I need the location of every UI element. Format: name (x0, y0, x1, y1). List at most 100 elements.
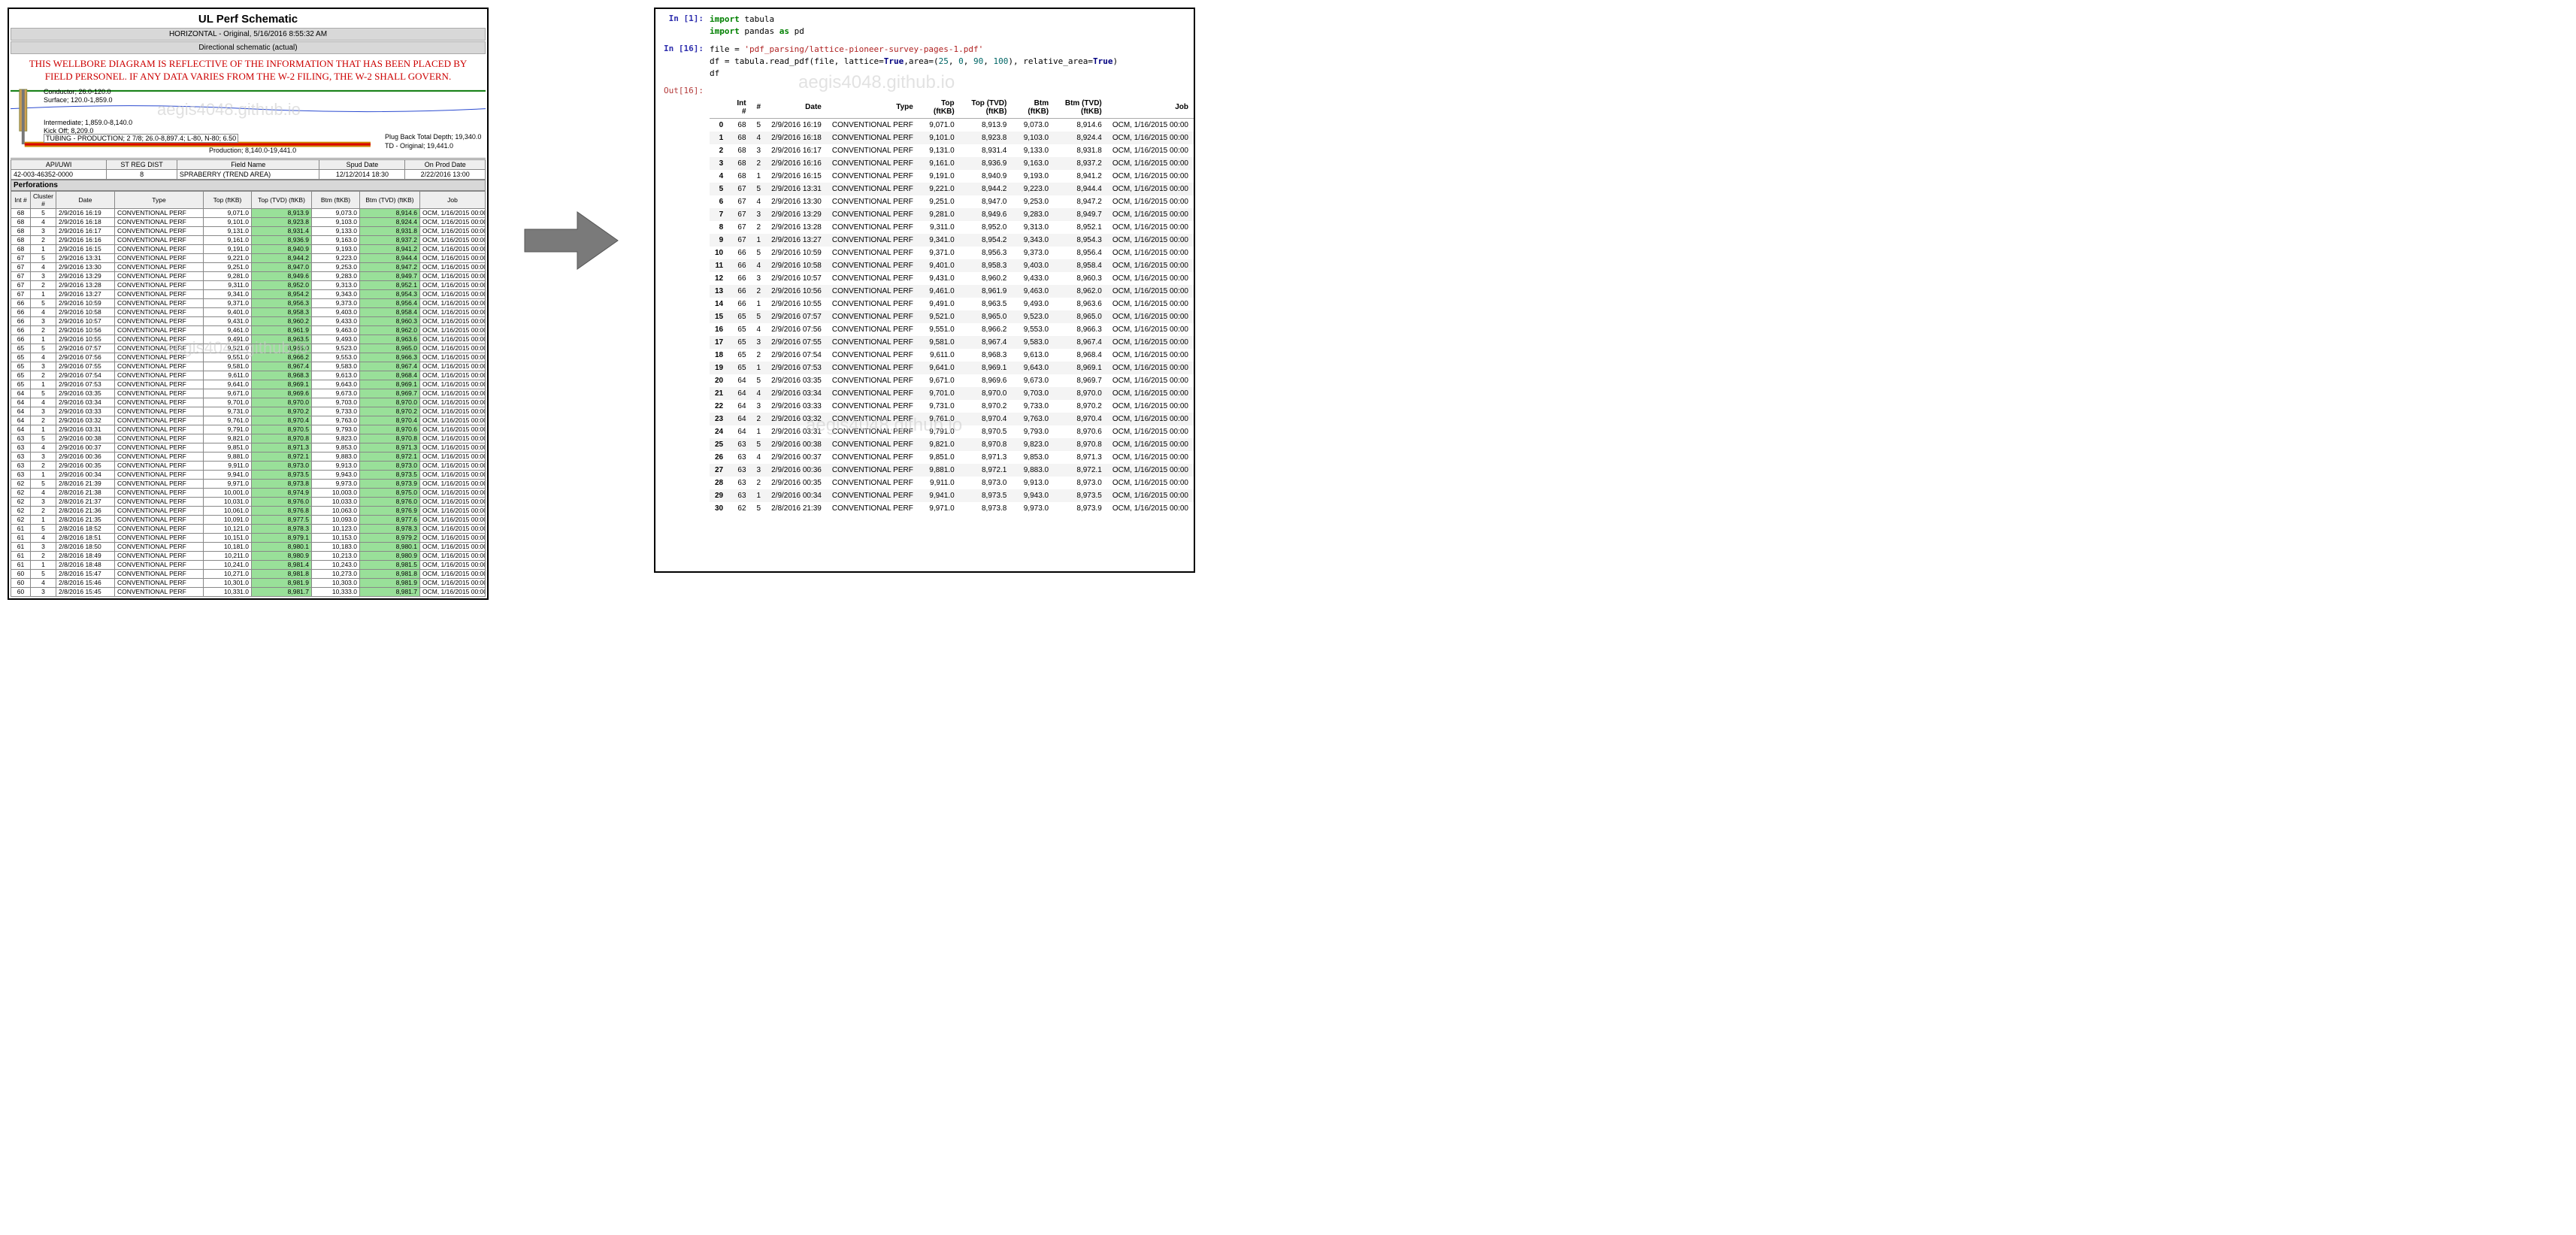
df-cell: 1 (752, 489, 767, 502)
table-row: 6042/8/2016 15:46CONVENTIONAL PERF10,301… (11, 578, 486, 587)
df-cell: 2/9/2016 13:31 (766, 183, 827, 195)
perf-cell: 8,980.1 (252, 542, 312, 551)
perf-cell: 10,181.0 (204, 542, 252, 551)
df-cell: 8,956.4 (1054, 247, 1107, 259)
df-cell: CONVENTIONAL PERF (827, 387, 919, 400)
perf-col-7: Btm (TVD) (ftKB) (360, 191, 420, 208)
df-cell: 9 (710, 234, 728, 247)
df-cell: 2 (752, 413, 767, 425)
df-cell: 4 (752, 451, 767, 464)
perf-cell: OCM, 1/16/2015 00:00 (420, 289, 486, 298)
perf-cell: 9,431.0 (204, 316, 252, 325)
perf-cell: 9,311.0 (204, 280, 252, 289)
df-cell: OCM, 1/16/2015 00:00 (1107, 195, 1194, 208)
perf-cell: 8,970.6 (360, 425, 420, 434)
perf-cell: 4 (31, 217, 56, 226)
table-row: 6652/9/2016 10:59CONVENTIONAL PERF9,371.… (11, 298, 486, 307)
df-cell: 8,949.7 (1054, 208, 1107, 221)
df-cell: 9,973.0 (1012, 502, 1054, 515)
table-row: 196512/9/2016 07:53CONVENTIONAL PERF9,64… (710, 362, 1194, 374)
perf-cell: 4 (31, 398, 56, 407)
df-cell: 8,967.4 (960, 336, 1013, 349)
df-cell: 2/9/2016 10:55 (766, 298, 827, 310)
df-cell: 9,521.0 (919, 310, 960, 323)
perf-cell: 2/9/2016 16:19 (56, 208, 115, 217)
perf-cell: 8,967.4 (360, 362, 420, 371)
df-cell: 8,952.0 (960, 221, 1013, 234)
perf-cell: 3 (31, 497, 56, 506)
table-row: 6452/9/2016 03:35CONVENTIONAL PERF9,671.… (11, 389, 486, 398)
perf-cell: OCM, 1/16/2015 00:00 (420, 262, 486, 271)
perf-cell: 8,958.3 (252, 307, 312, 316)
df-cell: 6 (710, 195, 728, 208)
val-onproddate: 2/22/2016 13:00 (405, 169, 486, 179)
df-cell: 2/9/2016 10:56 (766, 285, 827, 298)
perf-cell: 9,373.0 (312, 298, 360, 307)
perf-cell: OCM, 1/16/2015 00:00 (420, 560, 486, 569)
table-row: 6332/9/2016 00:36CONVENTIONAL PERF9,881.… (11, 452, 486, 461)
perf-cell: 8,976.9 (360, 506, 420, 515)
perf-cell: 2 (31, 461, 56, 470)
perf-cell: 2/9/2016 13:29 (56, 271, 115, 280)
perf-cell: CONVENTIONAL PERF (115, 506, 204, 515)
hdr-spuddate: Spud Date (319, 159, 405, 169)
df-cell: 9,763.0 (1012, 413, 1054, 425)
perf-cell: CONVENTIONAL PERF (115, 578, 204, 587)
val-api: 42-003-46352-0000 (11, 169, 107, 179)
perf-cell: 8,944.4 (360, 253, 420, 262)
jupyter-cell-in16[interactable]: In [16]: file = 'pdf_parsing/lattice-pio… (655, 44, 1194, 80)
perf-cell: 2/9/2016 13:30 (56, 262, 115, 271)
df-cell: 9,673.0 (1012, 374, 1054, 387)
perf-cell: 9,703.0 (312, 398, 360, 407)
df-cell: 30 (710, 502, 728, 515)
df-cell: 68 (728, 144, 751, 157)
perf-cell: 9,883.0 (312, 452, 360, 461)
perf-cell: 5 (31, 524, 56, 533)
perf-cell: 9,523.0 (312, 344, 360, 353)
perf-cell: CONVENTIONAL PERF (115, 533, 204, 542)
perf-cell: 8,972.1 (360, 452, 420, 461)
df-cell: 8,958.4 (1054, 259, 1107, 272)
perf-cell: 10,033.0 (312, 497, 360, 506)
df-cell: 67 (728, 183, 751, 195)
perf-cell: 8,954.3 (360, 289, 420, 298)
df-cell: 2/9/2016 16:17 (766, 144, 827, 157)
perf-cell: 2/9/2016 07:56 (56, 353, 115, 362)
perf-cell: 61 (11, 542, 31, 551)
df-cell: 9,823.0 (1012, 438, 1054, 451)
table-row: 286322/9/2016 00:35CONVENTIONAL PERF9,91… (710, 477, 1194, 489)
perf-cell: 9,101.0 (204, 217, 252, 226)
perf-cell: 5 (31, 298, 56, 307)
perf-cell: 8,976.8 (252, 506, 312, 515)
jupyter-cell-in1[interactable]: In [1]: import tabula import pandas as p… (655, 14, 1194, 38)
table-row: 266342/9/2016 00:37CONVENTIONAL PERF9,85… (710, 451, 1194, 464)
table-row: 6642/9/2016 10:58CONVENTIONAL PERF9,401.… (11, 307, 486, 316)
df-cell: 5 (752, 374, 767, 387)
df-cell: 62 (728, 502, 751, 515)
perf-cell: 4 (31, 443, 56, 452)
df-cell: 14 (710, 298, 728, 310)
perf-cell: 8,973.5 (360, 470, 420, 479)
perf-cell: 4 (31, 578, 56, 587)
perf-cell: OCM, 1/16/2015 00:00 (420, 389, 486, 398)
perf-cell: 8,947.0 (252, 262, 312, 271)
perf-cell: 9,763.0 (312, 416, 360, 425)
df-cell: 8,968.3 (960, 349, 1013, 362)
df-cell: 63 (728, 438, 751, 451)
df-cell: 3 (752, 336, 767, 349)
df-cell: 2/9/2016 00:38 (766, 438, 827, 451)
perf-cell: 9,221.0 (204, 253, 252, 262)
perf-col-8: Job (420, 191, 486, 208)
perf-cell: 2/9/2016 07:55 (56, 362, 115, 371)
perf-cell: 8,972.1 (252, 452, 312, 461)
df-cell: 63 (728, 464, 751, 477)
perf-cell: OCM, 1/16/2015 00:00 (420, 542, 486, 551)
perf-cell: 9,583.0 (312, 362, 360, 371)
df-cell: 2 (752, 349, 767, 362)
df-cell: 67 (728, 234, 751, 247)
perf-cell: 8,970.5 (252, 425, 312, 434)
df-cell: 8,973.9 (1054, 502, 1107, 515)
table-row: 166542/9/2016 07:56CONVENTIONAL PERF9,55… (710, 323, 1194, 336)
perf-cell: 8,914.6 (360, 208, 420, 217)
df-cell: 12 (710, 272, 728, 285)
